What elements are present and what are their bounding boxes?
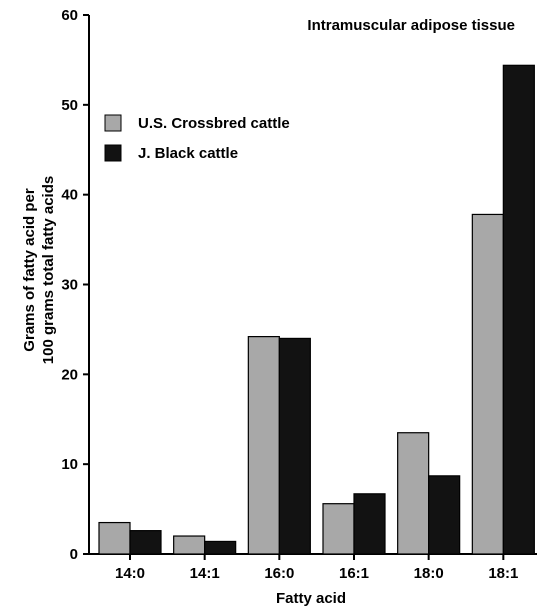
axes	[83, 14, 537, 560]
y-axis-title-line-1: Grams of fatty acid per	[21, 188, 38, 352]
x-tick-label: 14:1	[190, 565, 220, 582]
legend-label: U.S. Crossbred cattle	[138, 115, 290, 132]
legend: U.S. Crossbred cattle J. Black cattle	[104, 114, 290, 162]
x-tick-label: 14:0	[115, 565, 145, 582]
bar	[428, 475, 461, 555]
y-tick-label: 20	[61, 366, 78, 383]
bar	[204, 540, 237, 555]
bar	[322, 503, 355, 555]
bar	[353, 493, 386, 555]
y-tick-label: 30	[61, 277, 78, 294]
bar	[129, 530, 162, 555]
y-tick-label: 10	[61, 456, 78, 473]
bar	[471, 213, 504, 555]
bars	[98, 64, 535, 555]
legend-label: J. Black cattle	[138, 145, 238, 162]
bar	[173, 535, 206, 555]
labels: 0 10 20 30 40 50 60 14:0 14:1 16:0 16:1 18:0 18:1	[61, 7, 518, 582]
chart-title: Intramuscular adipose tissue	[307, 17, 515, 34]
legend-swatch	[104, 114, 122, 132]
y-axis-title-line-2: 100 grams total fatty acids	[40, 176, 57, 364]
y-tick-label: 40	[61, 187, 78, 204]
x-tick-label: 18:0	[414, 565, 444, 582]
y-tick-label: 60	[61, 7, 78, 24]
y-axis-title: Grams of fatty acid per 100 grams total …	[21, 176, 57, 364]
x-tick-label: 16:1	[339, 565, 369, 582]
x-tick-label: 18:1	[488, 565, 518, 582]
x-axis-title: Fatty acid	[276, 590, 346, 607]
bar	[278, 337, 311, 555]
y-tick-label: 50	[61, 97, 78, 114]
y-tick-label: 0	[70, 546, 78, 563]
bar	[98, 521, 131, 555]
bar	[397, 432, 430, 555]
bar	[502, 64, 535, 555]
legend-swatch	[104, 144, 122, 162]
bar	[247, 336, 280, 555]
x-tick-label: 16:0	[264, 565, 294, 582]
